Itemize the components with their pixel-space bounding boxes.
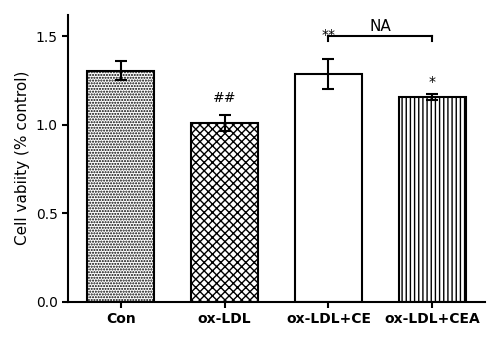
Text: NA: NA — [370, 19, 391, 34]
Y-axis label: Cell vabiity (% control): Cell vabiity (% control) — [15, 71, 30, 246]
Text: ##: ## — [213, 91, 236, 105]
Bar — [87, 71, 154, 301]
Text: *: * — [429, 75, 436, 89]
Bar — [398, 97, 466, 301]
Bar — [191, 123, 258, 301]
Bar — [294, 74, 362, 301]
Text: **: ** — [322, 28, 336, 42]
